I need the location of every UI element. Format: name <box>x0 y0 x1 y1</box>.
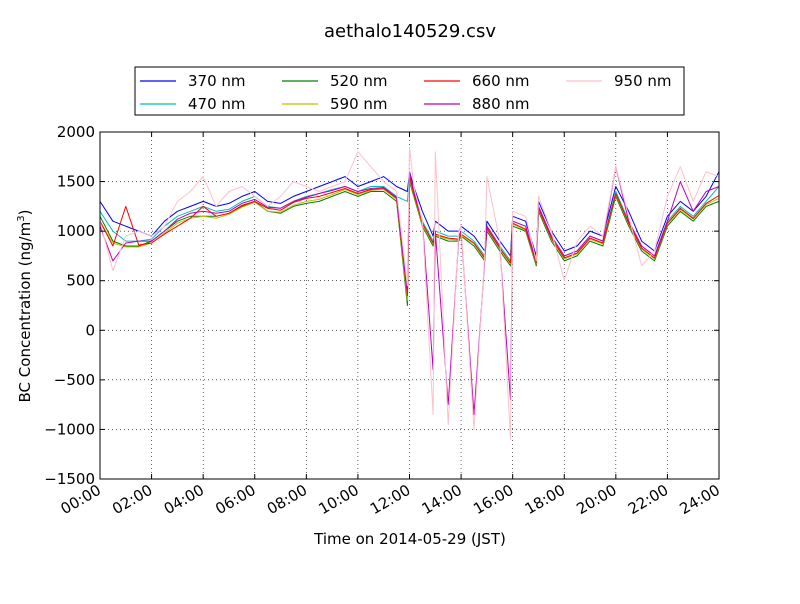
series-line-590-nm <box>99 179 720 301</box>
y-tick-label: 2000 <box>57 123 95 141</box>
legend: 370 nm 470 nm 520 nm 590 nm 660 nm 880 nm 950 … <box>134 66 685 116</box>
series-line-950-nm <box>99 146 720 440</box>
y-tick-label: 1000 <box>57 222 95 240</box>
legend-label: 950 nm <box>614 72 672 90</box>
y-tick-label: 500 <box>66 272 95 290</box>
legend-label: 370 nm <box>188 72 246 90</box>
chart-title: aethalo140529.csv <box>324 21 496 42</box>
legend-label: 880 nm <box>472 95 530 113</box>
x-axis-label: Time on 2014-05-29 (JST) <box>313 530 506 548</box>
y-tick-label: 0 <box>85 321 95 339</box>
series-line-660-nm <box>99 176 720 297</box>
y-tick-label: −500 <box>54 371 95 389</box>
y-axis-label: BC Concentration (ng/m3) <box>16 210 34 403</box>
legend-label: 470 nm <box>188 95 246 113</box>
y-tick-label: 1500 <box>57 173 95 191</box>
legend-label: 590 nm <box>330 95 388 113</box>
series-line-370-nm <box>99 171 720 257</box>
series-line-880-nm <box>99 166 720 416</box>
legend-label: 520 nm <box>330 72 388 90</box>
y-tick-label: −1000 <box>44 420 95 438</box>
legend-label: 660 nm <box>472 72 530 90</box>
series-layer <box>99 146 720 440</box>
y-tick-label: −1500 <box>44 470 95 488</box>
legend-box <box>134 66 685 116</box>
